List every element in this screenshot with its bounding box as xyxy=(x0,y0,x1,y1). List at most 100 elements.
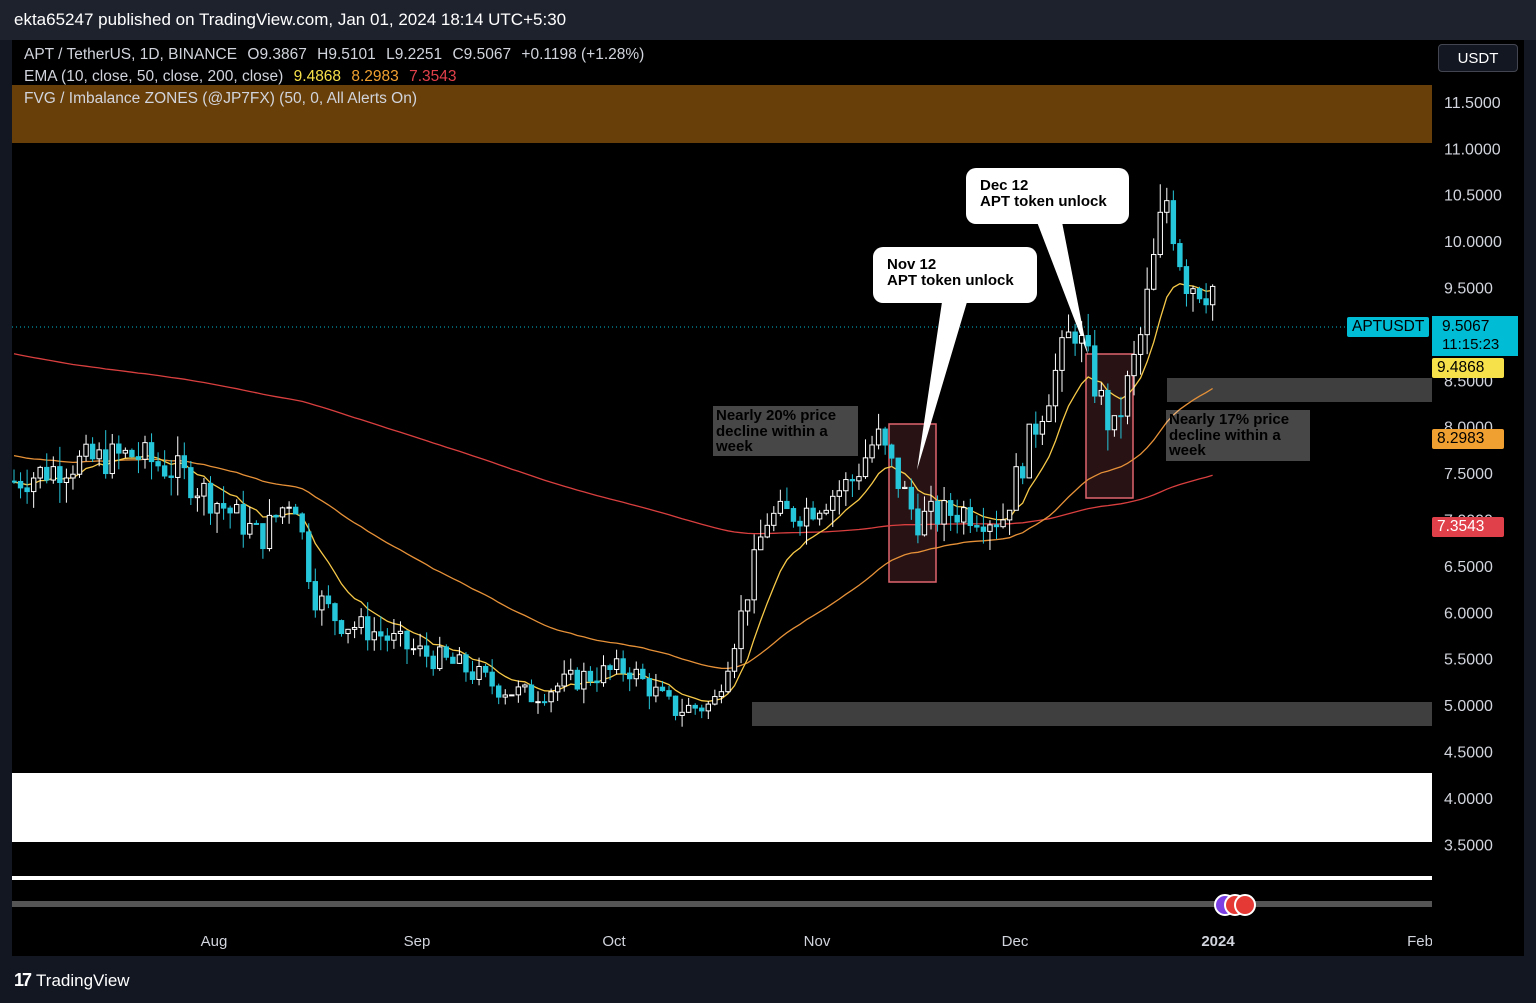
candle-body xyxy=(109,443,115,475)
candle-body xyxy=(423,645,430,657)
candle-body xyxy=(987,524,993,532)
candle-body xyxy=(849,479,856,482)
candle-body xyxy=(685,704,692,713)
candle-body xyxy=(594,680,600,684)
legend-high-label: H xyxy=(317,46,329,63)
price-tick-label: 10.5000 xyxy=(1444,188,1502,205)
candle-body xyxy=(1065,331,1072,339)
candle-body xyxy=(175,455,181,478)
legend-open-label: O xyxy=(247,46,260,63)
candle-body xyxy=(823,509,829,514)
candle-body xyxy=(1059,337,1065,371)
ema200-badge: 7.3543 xyxy=(1432,517,1504,537)
tradingview-brand: TradingView xyxy=(36,970,130,990)
candle-body xyxy=(646,678,653,697)
candle-body xyxy=(103,449,109,475)
candle-body xyxy=(915,508,921,536)
candle-body xyxy=(672,695,679,716)
candle-body xyxy=(947,500,954,516)
candle-body xyxy=(1137,334,1144,355)
candle-body xyxy=(325,595,332,605)
candle-body xyxy=(1118,415,1124,418)
candle-body xyxy=(135,456,142,460)
time-tick-label: Sep xyxy=(404,933,431,950)
chart-pane[interactable] xyxy=(12,40,1432,956)
candle-body xyxy=(194,495,201,499)
candle-body xyxy=(967,507,973,527)
time-axis[interactable]: Aug Sep Oct Nov Dec 2024 Feb xyxy=(12,916,1433,956)
candle-body xyxy=(240,504,246,535)
candle-body xyxy=(830,495,836,511)
candle-body xyxy=(148,442,155,463)
candle-body xyxy=(1046,405,1052,422)
ema200-line xyxy=(13,353,1213,535)
right-gutter xyxy=(1524,40,1536,956)
time-tick-label: Oct xyxy=(602,933,626,950)
candle-body xyxy=(679,711,685,716)
candle-body xyxy=(974,525,980,528)
candle-body xyxy=(476,665,482,680)
candle-body xyxy=(168,475,174,478)
candle-body xyxy=(895,457,901,489)
candle-body xyxy=(627,672,633,680)
candle-body xyxy=(1190,288,1196,294)
candle-body xyxy=(856,476,862,482)
candle-body xyxy=(1000,519,1006,528)
candle-body xyxy=(862,457,869,478)
currency-button[interactable]: USDT xyxy=(1438,44,1518,72)
dec-decline-note: Nearly 17% price decline within a week xyxy=(1166,410,1310,461)
nov-unlock-callout: Nov 12 APT token unlock xyxy=(873,247,1037,303)
tradingview-logo[interactable]: 17 TradingView xyxy=(14,970,130,991)
legend-close: 9.5067 xyxy=(463,46,512,63)
candle-body xyxy=(253,522,260,525)
candle-body xyxy=(50,466,56,481)
candle-body xyxy=(201,482,207,497)
candle-body xyxy=(954,514,960,523)
candles xyxy=(12,184,1216,727)
price-tick-label: 6.5000 xyxy=(1444,559,1493,576)
candle-body xyxy=(699,707,705,712)
publisher-text: ekta65247 published on TradingView.com, … xyxy=(14,10,567,29)
candle-body xyxy=(227,507,233,514)
candle-body xyxy=(1131,353,1137,377)
legend-low: 9.2251 xyxy=(394,46,443,63)
candle-body xyxy=(738,610,744,650)
candle-body xyxy=(1033,423,1039,435)
candle-body xyxy=(155,461,161,467)
candle-body xyxy=(810,507,816,520)
tradingview-logo-icon: 17 xyxy=(14,970,32,990)
us-flag-icon[interactable] xyxy=(1234,894,1256,916)
candle-body xyxy=(1151,254,1157,290)
candle-body xyxy=(581,670,587,690)
candle-body xyxy=(358,616,364,628)
candle-body xyxy=(1052,369,1059,407)
candle-body xyxy=(908,486,915,510)
candle-body xyxy=(744,599,751,612)
candle-body xyxy=(181,455,188,469)
candle-body xyxy=(391,632,397,641)
candle-body xyxy=(1092,345,1098,397)
candle-body xyxy=(692,704,698,709)
candle-body xyxy=(771,512,777,526)
candle-body xyxy=(332,603,338,622)
legend-high: 9.5101 xyxy=(328,46,376,63)
candle-body xyxy=(607,665,613,670)
price-tick-label: 7.5000 xyxy=(1444,466,1493,483)
candle-body xyxy=(489,671,495,687)
candle-body xyxy=(384,635,391,641)
candle-body xyxy=(57,466,63,483)
candle-body xyxy=(410,648,417,651)
candle-body xyxy=(234,504,240,514)
candle-body xyxy=(1006,509,1013,521)
candle-body xyxy=(535,701,541,704)
price-axis-labels: 12.000011.500011.000010.500010.00009.500… xyxy=(1444,49,1502,855)
candle-body xyxy=(600,665,607,684)
candle-body xyxy=(554,685,561,693)
price-axis[interactable]: 12.000011.500011.000010.500010.00009.500… xyxy=(1432,40,1524,956)
candle-body xyxy=(1072,331,1078,344)
candle-body xyxy=(1078,335,1085,344)
candle-body xyxy=(286,506,292,509)
price-chart[interactable] xyxy=(12,40,1432,956)
candle-body xyxy=(712,696,718,705)
candle-body xyxy=(417,645,423,650)
